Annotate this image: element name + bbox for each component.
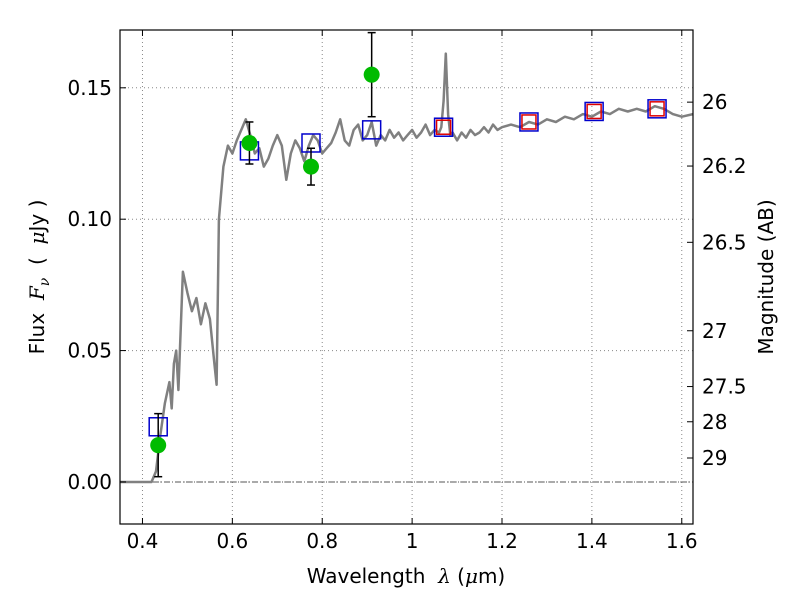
x-tick-label: 1: [406, 529, 419, 553]
model-point: [584, 101, 604, 122]
magnitude-tick-label: 26.5: [702, 230, 747, 254]
spectrum-line: [120, 52, 694, 484]
model-point-inner: [521, 114, 537, 130]
y-tick-label: 0.15: [67, 76, 112, 100]
y-tick-label: 0.05: [67, 339, 112, 363]
x-axis: 0.4 0.6 0.8 1 1.2 1.4 1.6: [127, 30, 698, 553]
x-tick-label: 1.2: [486, 529, 518, 553]
plot-frame: [119, 29, 694, 525]
x-tick-label: 0.4: [127, 529, 159, 553]
observed-point: [150, 437, 167, 454]
model-point: [647, 99, 667, 119]
model-point: [433, 117, 454, 137]
observed-point: [303, 158, 319, 175]
spectrum-series: [120, 52, 694, 484]
y-axis-label: Flux Fν ( μJy ): [25, 200, 53, 355]
magnitude-axis: 26 26.2 26.5 27 27.5 28 29: [687, 90, 747, 470]
model-point: [519, 112, 539, 132]
magnitude-axis-label: Magnitude (AB): [754, 199, 778, 354]
model-point: [361, 120, 382, 140]
x-axis-label: Wavelength λ (μm): [307, 564, 506, 588]
x-tick-label: 1.6: [666, 529, 698, 553]
model-point-inner: [435, 119, 452, 135]
x-tick-label: 1.4: [576, 529, 608, 553]
magnitude-tick-label: 26.2: [702, 154, 747, 178]
x-tick-label: 0.6: [216, 529, 248, 553]
model-point-inner: [586, 103, 602, 120]
magnitude-tick-label: 27: [702, 319, 727, 343]
y-tick-label: 0.00: [67, 470, 112, 494]
model-point-inner: [649, 101, 665, 117]
magnitude-tick-label: 27.5: [702, 375, 747, 399]
observed-series: [150, 31, 380, 478]
magnitude-tick-label: 29: [702, 446, 727, 470]
plot-background: [120, 30, 693, 524]
y-tick-label: 0.10: [67, 207, 112, 231]
magnitude-tick-label: 28: [702, 410, 727, 434]
y-axis: 0.00 0.05 0.10 0.15: [67, 76, 126, 494]
observed-point: [241, 134, 258, 151]
magnitude-tick-label: 26: [702, 90, 727, 114]
observed-point: [363, 66, 380, 83]
x-tick-label: 0.8: [306, 529, 338, 553]
